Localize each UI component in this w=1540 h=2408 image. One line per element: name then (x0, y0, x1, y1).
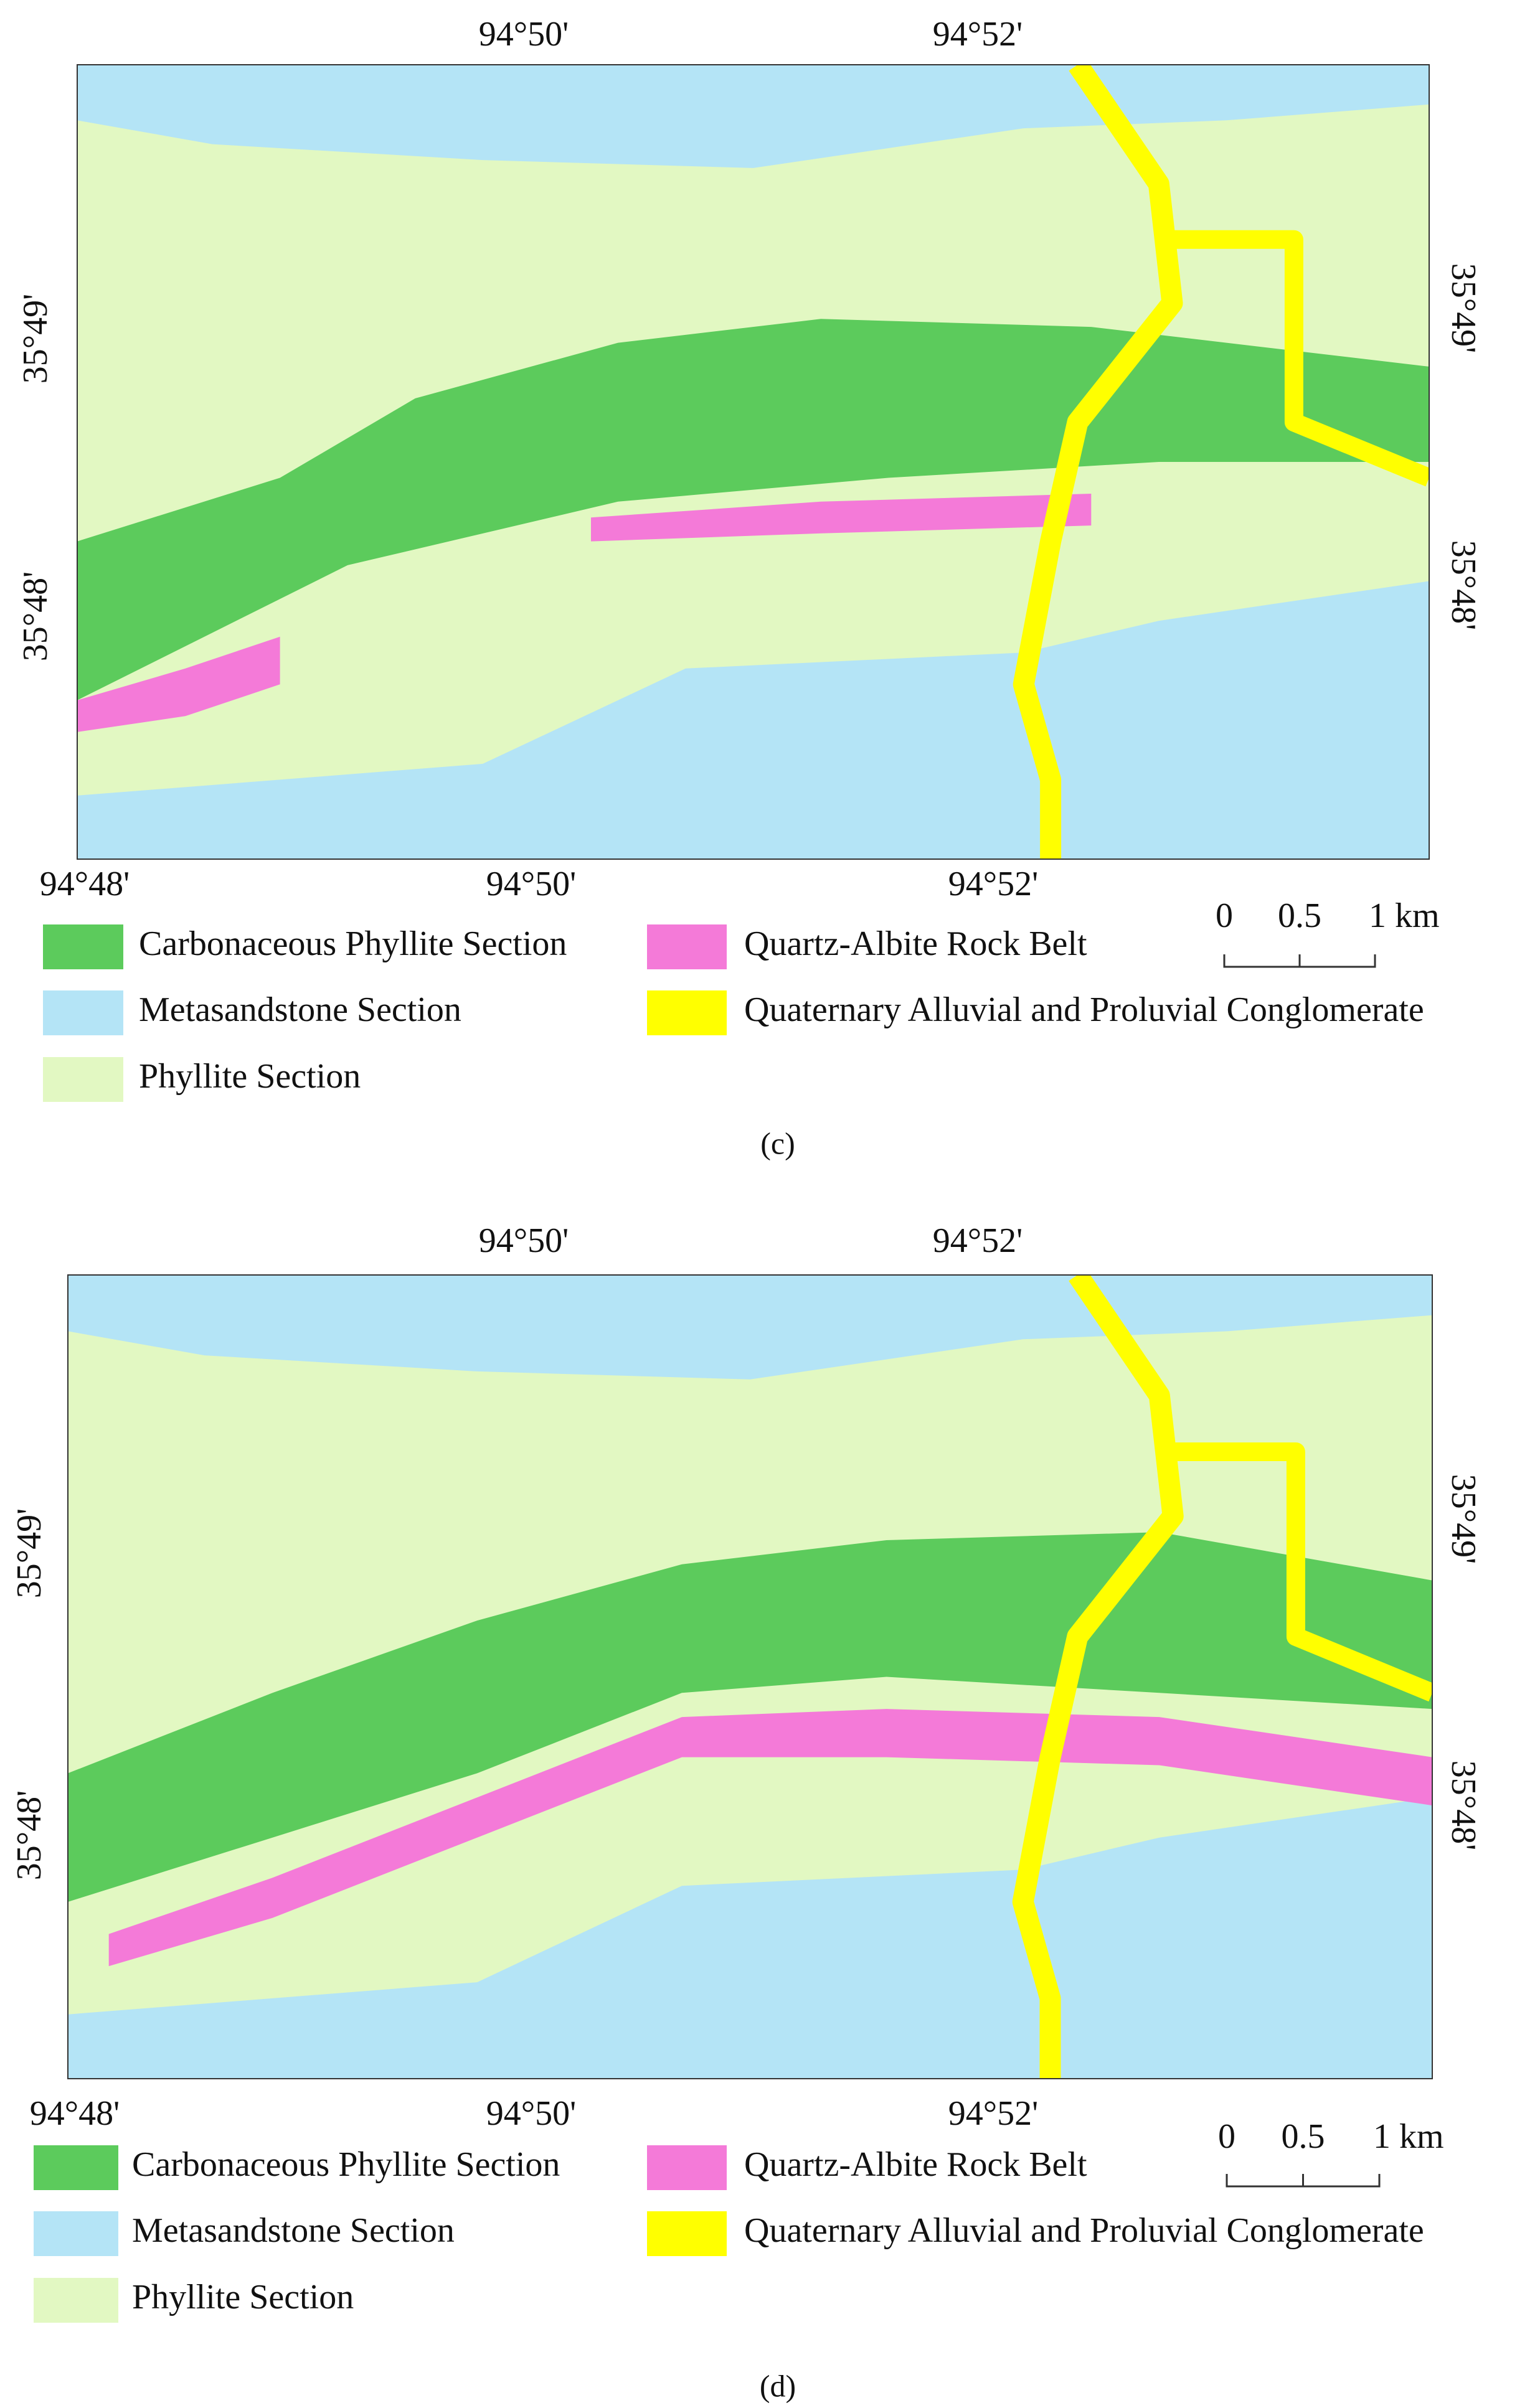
legend-label: Carbonaceous Phyllite Section (132, 2145, 560, 2184)
map (77, 65, 1429, 859)
bottom-coordinate: 94°52' (948, 2094, 1038, 2133)
caption: (c) (760, 1126, 795, 1160)
legend-label: Quaternary Alluvial and Proluvial Conglo… (744, 990, 1424, 1029)
scale-label: 0 (1216, 896, 1233, 935)
legend-swatch (34, 2145, 118, 2190)
scale-label: 0 (1218, 2117, 1235, 2156)
left-coordinate: 35°48' (16, 571, 55, 661)
legend-label: Quaternary Alluvial and Proluvial Conglo… (744, 2211, 1424, 2250)
metasandstone-area (68, 1797, 1432, 2079)
scale-bar (1226, 2174, 1381, 2188)
bottom-coordinate: 94°48' (30, 2094, 120, 2133)
top-coordinate: 94°50' (479, 1221, 569, 1260)
legend-swatch (43, 990, 123, 1035)
metasandstone-area (77, 581, 1429, 859)
bottom-coordinate: 94°50' (486, 2094, 576, 2133)
quartz-albite-belt (77, 636, 280, 732)
top-coordinate: 94°52' (933, 1221, 1023, 1260)
river (1012, 1275, 1184, 2079)
legend-swatch (647, 2211, 727, 2256)
river (1159, 1442, 1432, 1702)
legend-label: Quartz-Albite Rock Belt (744, 2145, 1087, 2184)
quartz-albite-belt (591, 494, 1092, 542)
left-coordinate: 35°49' (10, 1508, 49, 1598)
top-coordinate: 94°50' (479, 15, 569, 54)
map-frame (77, 64, 1430, 860)
river (1158, 230, 1429, 487)
bottom-coordinate: 94°50' (486, 865, 576, 903)
scale-label: 1 km (1373, 2117, 1444, 2156)
map (68, 1275, 1432, 2079)
legend-swatch (34, 2278, 118, 2323)
map-frame (67, 1274, 1433, 2079)
legend-label: Metasandstone Section (132, 2211, 455, 2250)
caption: (d) (760, 2368, 796, 2403)
legend-label: Quartz-Albite Rock Belt (744, 924, 1087, 963)
right-coordinate: 35°49' (1444, 1474, 1483, 1564)
bottom-coordinate: 94°52' (948, 865, 1038, 903)
bottom-coordinate: 94°48' (40, 865, 130, 903)
legend-swatch (34, 2211, 118, 2256)
legend-swatch (43, 924, 123, 969)
scale-bar (1223, 954, 1376, 968)
scale-label: 1 km (1369, 896, 1440, 935)
legend-swatch (647, 2145, 727, 2190)
right-coordinate: 35°49' (1444, 263, 1483, 353)
river (1013, 65, 1183, 859)
legend-label: Metasandstone Section (139, 990, 461, 1029)
legend-label: Phyllite Section (132, 2278, 354, 2316)
right-coordinate: 35°48' (1444, 540, 1483, 630)
left-coordinate: 35°48' (10, 1790, 49, 1880)
left-coordinate: 35°49' (16, 294, 55, 383)
top-coordinate: 94°52' (933, 15, 1023, 54)
scale-label: 0.5 (1282, 2117, 1325, 2156)
legend-swatch (647, 924, 727, 969)
legend-label: Phyllite Section (139, 1057, 361, 1096)
right-coordinate: 35°48' (1444, 1761, 1483, 1850)
legend-label: Carbonaceous Phyllite Section (139, 924, 567, 963)
legend-swatch (647, 990, 727, 1035)
legend-swatch (43, 1057, 123, 1102)
scale-label: 0.5 (1278, 896, 1321, 935)
